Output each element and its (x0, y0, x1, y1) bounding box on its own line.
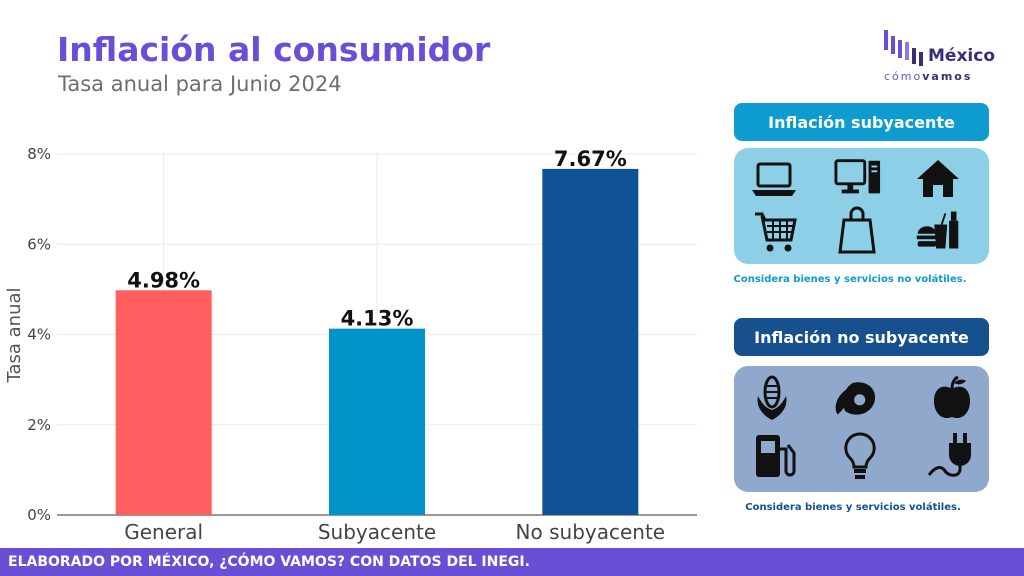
avocado-icon (832, 374, 880, 422)
footer-source: ELABORADO POR MÉXICO, ¿CÓMO VAMOS? CON D… (0, 548, 1024, 576)
logo: México cómovamos (880, 28, 1010, 88)
core-inflation-title: Inflación subyacente (734, 103, 989, 141)
x-tick-label: General (124, 520, 203, 544)
bar (115, 290, 212, 515)
power-plug-icon (926, 432, 974, 480)
x-tick-label: No subyacente (516, 520, 666, 544)
shopping-bag-icon (834, 206, 882, 254)
x-axis-ticks: General Subyacente No subyacente (124, 520, 665, 544)
logo-tagline: cómovamos (884, 70, 973, 83)
laptop-icon (750, 156, 798, 204)
core-inflation-note: Considera bienes y servicios no volátile… (733, 274, 967, 285)
bar-chart: 0% 2% 4% 6% 8% 4.98% 4.13% 7.67% General Subyac… (4, 145, 697, 544)
noncore-inflation-note: Considera bienes y servicios volátiles. (745, 502, 961, 513)
page-subtitle: Tasa anual para Junio 2024 (58, 72, 342, 96)
y-axis-ticks: 0% 2% 4% 6% 8% (27, 145, 51, 524)
noncore-inflation-icons-box (734, 366, 989, 492)
logo-bars-icon (884, 30, 923, 66)
house-icon (914, 154, 962, 202)
bar (329, 328, 425, 515)
fuel-pump-icon (750, 432, 798, 480)
page-title: Inflación al consumidor (57, 30, 491, 69)
bar-value-label: 4.13% (341, 307, 414, 331)
y-axis-label: Tasa anual (4, 287, 25, 383)
chart-bars: 4.98% 4.13% 7.67% (115, 147, 639, 516)
y-tick-label: 6% (27, 235, 51, 253)
bar-value-label: 4.98% (127, 268, 200, 292)
light-bulb-icon (836, 432, 884, 480)
core-inflation-icons-box (734, 148, 989, 264)
shopping-cart-icon (752, 208, 800, 256)
noncore-inflation-title: Inflación no subyacente (734, 318, 989, 356)
apple-icon (928, 374, 976, 422)
bar-value-label: 7.67% (554, 147, 627, 171)
x-tick-label: Subyacente (318, 520, 436, 544)
y-tick-label: 2% (27, 416, 51, 434)
desktop-computer-icon (834, 154, 882, 202)
fast-food-icon (914, 206, 962, 254)
corn-icon (748, 374, 796, 422)
bar (542, 168, 639, 516)
logo-wordmark: México (928, 46, 995, 66)
y-tick-label: 8% (27, 145, 51, 163)
y-tick-label: 4% (27, 326, 51, 344)
y-tick-label: 0% (27, 506, 51, 524)
